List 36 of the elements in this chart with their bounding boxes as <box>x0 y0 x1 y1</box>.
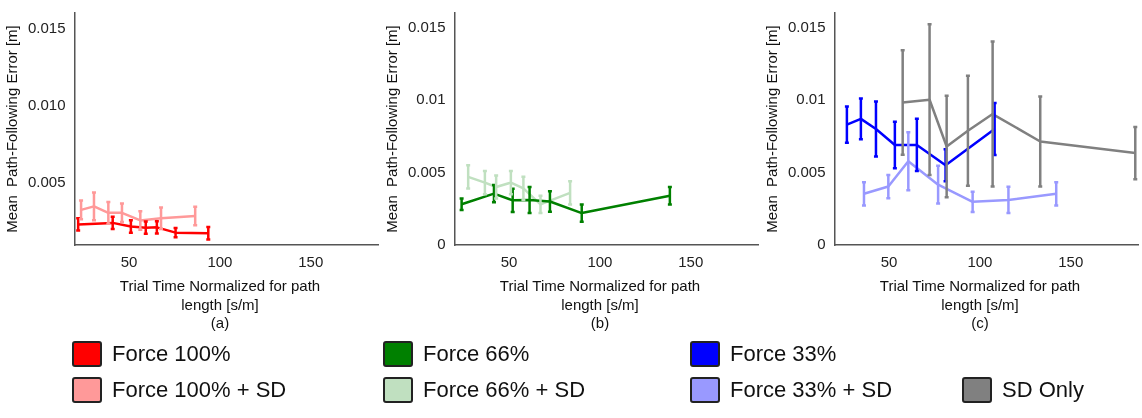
legend-label: Force 66% <box>423 341 530 367</box>
y-tick-label: 0.015 <box>407 17 446 35</box>
legend-label: Force 33% <box>730 341 837 367</box>
y-axis-title: Mean Path-Following Error [m] <box>3 25 21 233</box>
x-tick-label: 50 <box>880 253 898 271</box>
legend-label: SD Only <box>1002 377 1084 403</box>
legend-label: Force 33% + SD <box>730 377 893 403</box>
y-tick-label: 0.005 <box>787 162 826 180</box>
x-tick-label: 150 <box>1058 253 1084 271</box>
y-tick-label: 0.01 <box>796 90 826 108</box>
y-axis-title: Mean Path-Following Error [m] <box>763 25 781 233</box>
y-tick-label: 0 <box>437 235 446 253</box>
x-axis-title: Trial Time Normalized for path length [s/m] <box>118 276 322 314</box>
y-tick-label: 0.005 <box>27 173 66 191</box>
x-tick-label: 50 <box>120 253 138 271</box>
text: (b) <box>590 314 610 332</box>
y-axis-title: Mean Path-Following Error [m] <box>383 25 401 233</box>
legend-label: Force 100% <box>112 341 231 367</box>
legend-label: Force 66% + SD <box>423 377 586 403</box>
y-tick-label: 0.015 <box>27 18 66 36</box>
x-tick-label: 100 <box>587 253 613 271</box>
x-axis-title: Trial Time Normalized for path length [s/m] <box>498 276 702 314</box>
x-tick-label: 150 <box>298 253 324 271</box>
text: (c) <box>971 314 989 332</box>
x-axis-title: Trial Time Normalized for path length [s/m] <box>878 276 1082 314</box>
x-tick-label: 150 <box>678 253 704 271</box>
text: (a) <box>210 314 230 332</box>
y-tick-label: 0 <box>817 235 826 253</box>
x-tick-label: 100 <box>207 253 233 271</box>
x-tick-label: 50 <box>500 253 518 271</box>
y-tick-label: 0.005 <box>407 162 446 180</box>
y-tick-label: 0.01 <box>416 90 446 108</box>
x-tick-label: 100 <box>967 253 993 271</box>
y-tick-label: 0.015 <box>787 17 826 35</box>
legend-label: Force 100% + SD <box>112 377 287 403</box>
y-tick-label: 0.010 <box>27 95 66 113</box>
